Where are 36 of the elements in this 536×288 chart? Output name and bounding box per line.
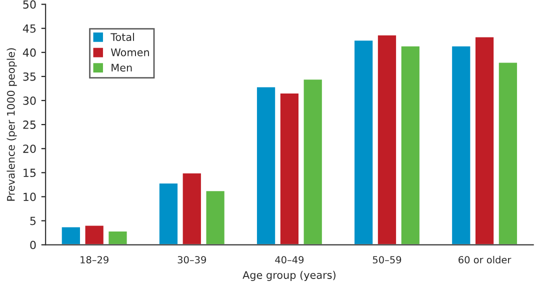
y-tick-label: 50 (23, 0, 36, 9)
bar (278, 92, 300, 245)
bar (376, 34, 398, 245)
bar (204, 190, 226, 245)
bar (474, 36, 495, 245)
bar (400, 44, 421, 245)
y-tick-label: 40 (22, 48, 36, 57)
legend-label: Women (110, 48, 149, 56)
y-axis-title: Prevalence (per 1000 people) (6, 48, 17, 201)
legend-label: Men (112, 64, 132, 72)
y-tick-label: 15 (24, 168, 36, 178)
bar (181, 172, 202, 245)
y-tick-label: 25 (23, 120, 36, 129)
y-tick-label: 45 (22, 24, 36, 33)
bar (353, 39, 374, 245)
bar (302, 78, 324, 245)
bar (450, 44, 472, 245)
y-tick-label: 5 (30, 216, 36, 226)
x-tick-label: 50–59 (372, 256, 402, 264)
y-tick-label: 0 (30, 240, 36, 250)
x-axis-title: Age group (years) (242, 270, 336, 281)
y-tick-label: 35 (23, 72, 36, 81)
x-tick-label: 18–29 (80, 256, 108, 264)
bar (107, 230, 128, 245)
bar (60, 226, 82, 245)
y-tick-label: 20 (23, 144, 36, 153)
x-tick-label: 60 or older (458, 256, 512, 264)
bar (498, 61, 518, 245)
x-tick-label: 30–39 (178, 256, 206, 264)
bar (84, 224, 105, 245)
legend-label: Total (110, 32, 134, 41)
bar (158, 182, 179, 245)
bar (256, 86, 276, 245)
y-tick-label: 30 (23, 96, 36, 105)
y-tick-label: 10 (24, 192, 36, 202)
x-tick-label: 40–49 (275, 256, 304, 264)
